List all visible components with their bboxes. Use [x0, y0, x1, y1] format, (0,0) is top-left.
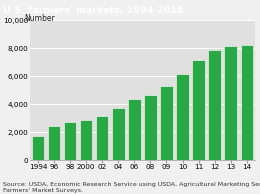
Text: Source: USDA, Economic Research Service using USDA, Agricultural Marketing Servi: Source: USDA, Economic Research Service …	[3, 182, 260, 193]
Bar	[32, 136, 44, 160]
Bar	[112, 108, 125, 160]
Bar	[240, 45, 253, 160]
Bar	[128, 99, 141, 160]
Bar	[48, 126, 60, 160]
Bar	[224, 46, 237, 160]
Bar	[208, 50, 221, 160]
Bar	[64, 122, 76, 160]
Bar	[176, 74, 189, 160]
Bar	[144, 95, 157, 160]
Bar	[96, 116, 108, 160]
Text: U.S. farmers' markets, 1994-2014: U.S. farmers' markets, 1994-2014	[3, 6, 184, 15]
Text: Number: Number	[25, 14, 55, 23]
Bar	[192, 60, 205, 160]
Bar	[160, 86, 173, 160]
Bar	[80, 120, 92, 160]
